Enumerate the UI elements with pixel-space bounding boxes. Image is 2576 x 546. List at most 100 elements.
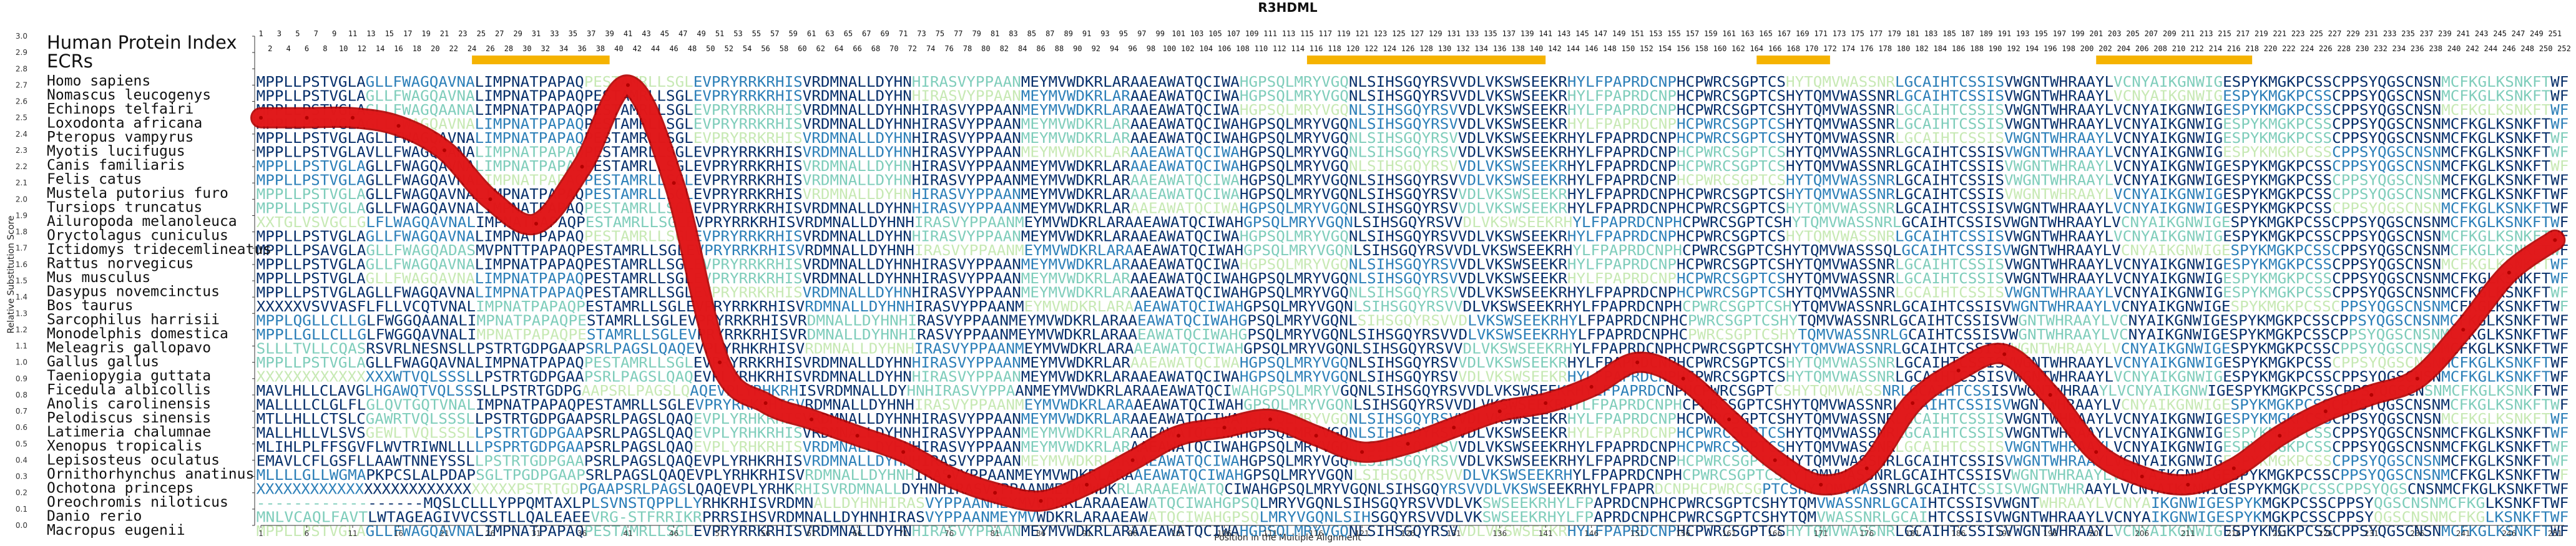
- alignment-segment: ------MQSLCL: [368, 495, 479, 512]
- score-curve-layer: [250, 74, 2566, 512]
- alignment-segment: YLVCNYAIKGNW: [2099, 383, 2208, 399]
- human-index-even: 44: [651, 44, 660, 53]
- alignment-segment: SLLPSTRTGDPG: [473, 383, 582, 399]
- alignment-segment: HYTQMVWASSNR: [1786, 524, 1895, 540]
- alignment-segment: HGPSQLMRYVGQ: [1240, 229, 1349, 245]
- alignment-segment: ESPYKMGKPCSS: [2223, 201, 2332, 217]
- human-index-even: 202: [2099, 44, 2112, 53]
- alignment-segment: MCFKGLKSNKFT: [2441, 201, 2550, 217]
- alignment-segment: AAEAWATQCIWA: [1130, 201, 1240, 217]
- alignment-segment: ESPYKMGKPCSS: [2223, 145, 2332, 161]
- alignment-segment: ATQCIWAHGPSQ: [1148, 495, 1260, 512]
- alignment-segment: AEAWATQCIWAH: [1134, 299, 1243, 315]
- curve-point: [488, 197, 492, 202]
- alignment-segment: GLLFWAGQAVNA: [366, 524, 475, 540]
- alignment-segment: HYLFPAPRDCNP: [1567, 411, 1677, 427]
- human-index-odd: 3: [277, 29, 282, 38]
- alignment-segment: VRDMNALLDYHN: [803, 173, 912, 189]
- alignment-segment: VYPPAANMEYMV: [925, 510, 1037, 526]
- alignment-segment: ESPYKMGKPCSS: [2223, 524, 2332, 540]
- human-index-even: 88: [1055, 44, 1064, 53]
- ecrs-label: ECRs: [47, 51, 93, 72]
- alignment-segment: LGCAIHTCSSIS: [1895, 89, 2004, 105]
- alignment-segment: EVPRYRRKRHIS: [693, 130, 803, 147]
- alignment-segment: DLVKSWSEEKRH: [1463, 215, 1573, 231]
- curve-point: [901, 450, 906, 454]
- human-index-odd: 13: [366, 29, 375, 38]
- alignment-segment: GLLFWAGQAVNA: [366, 187, 475, 203]
- curve-point: [718, 360, 722, 364]
- alignment-segment: DLVKSWSEEKRH: [1463, 299, 1573, 315]
- alignment-segment: LFWGGQAVNALI: [366, 327, 476, 343]
- x-tick-label: 11: [348, 529, 357, 538]
- human-index-even: 118: [1328, 44, 1341, 53]
- alignment-segment: CPPSYQGSCNSN: [2332, 89, 2441, 105]
- curve-point: [2231, 466, 2236, 470]
- alignment-segment: VRDMNALLDYHN: [803, 355, 912, 371]
- curve-point: [2323, 409, 2328, 414]
- alignment-segment: PSTRTGDPGAAP: [476, 341, 585, 358]
- alignment-segment: MPPLQGLLCLLG: [257, 313, 366, 329]
- alignment-row: MNLVCAQLFAVT LWTAGEAGIVVC SSTLLQALEAEE VRG-…: [257, 510, 2569, 526]
- human-index-even: 114: [1291, 44, 1305, 53]
- human-index-odd: 219: [2255, 29, 2268, 38]
- alignment-segment: LSIHSGQYRSVV: [1353, 215, 1463, 231]
- human-index-odd: 163: [1741, 29, 1755, 38]
- alignment-segment: MEYMVWDKRLAR: [1021, 187, 1130, 203]
- alignment-segment: HYLFPAPRDCNP: [1567, 130, 1677, 147]
- human-index-odd: 189: [1979, 29, 1993, 38]
- curve-point: [2094, 450, 2099, 454]
- alignment-segment: MPPLLPSTVGLA: [257, 355, 366, 371]
- curve-point: [763, 401, 768, 405]
- alignment-segment: NLSIHSGQYRSV: [1349, 355, 1458, 371]
- curve-point: [2278, 434, 2282, 438]
- alignment-segment: VDLVKSWSEEKR: [1458, 102, 1567, 119]
- alignment-segment: GLLFWAGQAVNA: [366, 355, 475, 371]
- alignment-segment: AAEAWATQCIWA: [1130, 102, 1240, 119]
- alignment-segment: HGPSQLMRYVGQ: [1240, 74, 1349, 90]
- alignment-segment: DLVKSWSEEKRH: [1463, 467, 1573, 484]
- human-index-even: 210: [2172, 44, 2186, 53]
- alignment-segment: SIHSGQYRSVVD: [1358, 327, 1467, 343]
- alignment-segment: ESPYKMGKPCSS: [2223, 369, 2332, 386]
- alignment-segment: MPPLLPSTVGLA: [257, 89, 366, 105]
- alignment-segment: PSRLPAGSLQAQ: [584, 454, 693, 470]
- human-index-odd: 99: [1155, 29, 1164, 38]
- y-tick-label: 0.1: [16, 505, 27, 514]
- alignment-segment: VDLVKSWSEEKR: [1458, 74, 1567, 90]
- alignment-segment: SPYKMGKPCSSC: [2231, 299, 2341, 315]
- x-tick-label: 161: [1722, 529, 1736, 538]
- human-index-odd: 7: [314, 29, 318, 38]
- human-index-odd: 93: [1100, 29, 1109, 38]
- alignment-segment: TQMVWASSNRLG: [1798, 313, 1908, 329]
- human-index-odd: 115: [1300, 29, 1314, 38]
- species-label: Oryctolagus cuniculus: [47, 228, 228, 244]
- human-index-odd: 247: [2512, 29, 2525, 38]
- human-index-even: 194: [2025, 44, 2039, 53]
- alignment-segment: ESPYKMGKPCSS: [2223, 187, 2332, 203]
- x-tick-label: 1: [258, 529, 263, 538]
- curve-point: [1452, 426, 1456, 430]
- human-index-odd: 251: [2548, 29, 2562, 38]
- alignment-segment: ESPYKMGKPCSS: [2223, 102, 2332, 119]
- chart-title: R3HDML: [1258, 0, 1318, 15]
- human-index-odd: 37: [587, 29, 595, 38]
- alignment-segment: PSQLMRYVGQNL: [1247, 313, 1357, 329]
- alignment-segment: VPRYRRKRHISV: [695, 215, 805, 231]
- alignment-segment: NLSIHSGQYRSV: [1349, 117, 1458, 133]
- alignment-segment: LIMPNATPAPAQ: [475, 355, 584, 371]
- alignment-segment: GEWLTVQLSSSL: [366, 426, 475, 442]
- human-index-even: 250: [2539, 44, 2553, 53]
- alignment-segment: MEYMVWDKRLAR: [1021, 117, 1130, 133]
- alignment-segment: GPSQLMRYVGQN: [1243, 243, 1353, 259]
- human-index-even: 200: [2080, 44, 2094, 53]
- alignment-segment: CPPSYQGSCNSN: [2332, 130, 2441, 147]
- human-index-even: 76: [944, 44, 953, 53]
- alignment-segment: ESPYKMGKPCSS: [2223, 173, 2332, 189]
- human-index-even: 80: [981, 44, 990, 53]
- alignment-segment: WF: [2550, 369, 2569, 386]
- human-index-even: 74: [926, 44, 935, 53]
- alignment-segment: CNYAIKGNWIGE: [2121, 341, 2231, 358]
- curve-point: [672, 181, 676, 185]
- human-index-odd: 65: [844, 29, 853, 38]
